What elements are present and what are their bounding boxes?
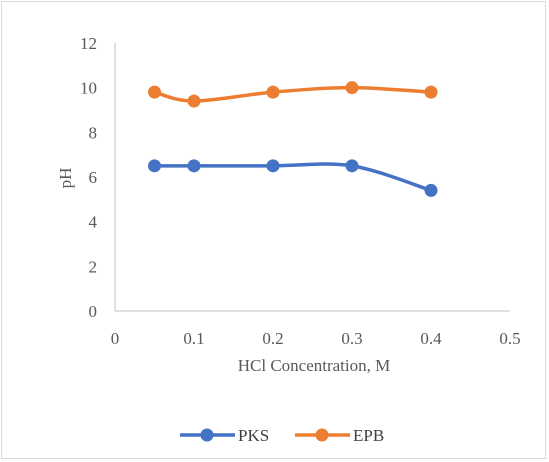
x-tick-label: 0.3 <box>341 329 362 348</box>
y-tick-label: 2 <box>89 257 98 276</box>
x-tick-label: 0 <box>111 329 120 348</box>
y-tick-label: 6 <box>89 168 98 187</box>
y-tick-labels: 0 2 4 6 8 10 12 <box>80 34 98 321</box>
y-tick-label: 10 <box>80 79 97 98</box>
data-point-epb <box>266 85 280 99</box>
data-point-epb <box>345 81 359 95</box>
legend-label-pks: PKS <box>238 426 269 445</box>
data-point-epb <box>424 85 438 99</box>
y-tick-label: 0 <box>89 302 98 321</box>
data-point-pks <box>266 159 280 173</box>
legend-label-epb: EPB <box>353 426 384 445</box>
x-tick-labels: 0 0.1 0.2 0.3 0.4 0.5 <box>111 329 521 348</box>
data-point-pks <box>424 183 438 197</box>
y-axis-label: pH <box>56 168 75 189</box>
legend-entry-epb: EPB <box>295 426 384 445</box>
x-axis-label: HCl Concentration, M <box>238 356 391 375</box>
data-point-pks <box>187 159 201 173</box>
x-tick-label: 0.5 <box>499 329 520 348</box>
x-tick-label: 0.1 <box>183 329 204 348</box>
legend-entry-pks: PKS <box>180 426 269 445</box>
x-tick-label: 0.2 <box>262 329 283 348</box>
legend-marker-epb <box>315 428 329 442</box>
series-pks <box>148 159 438 197</box>
data-point-pks <box>345 159 359 173</box>
data-point-epb <box>187 94 201 108</box>
x-tick-label: 0.4 <box>420 329 442 348</box>
axes-group <box>114 43 510 312</box>
series-epb <box>148 81 438 108</box>
data-point-pks <box>148 159 161 173</box>
legend-marker-pks <box>200 428 214 442</box>
legend: PKS EPB <box>180 426 384 445</box>
data-point-epb <box>148 85 161 99</box>
y-tick-label: 8 <box>89 123 98 142</box>
y-tick-label: 4 <box>89 213 98 232</box>
y-tick-label: 12 <box>80 34 97 53</box>
series-layer <box>148 81 438 197</box>
